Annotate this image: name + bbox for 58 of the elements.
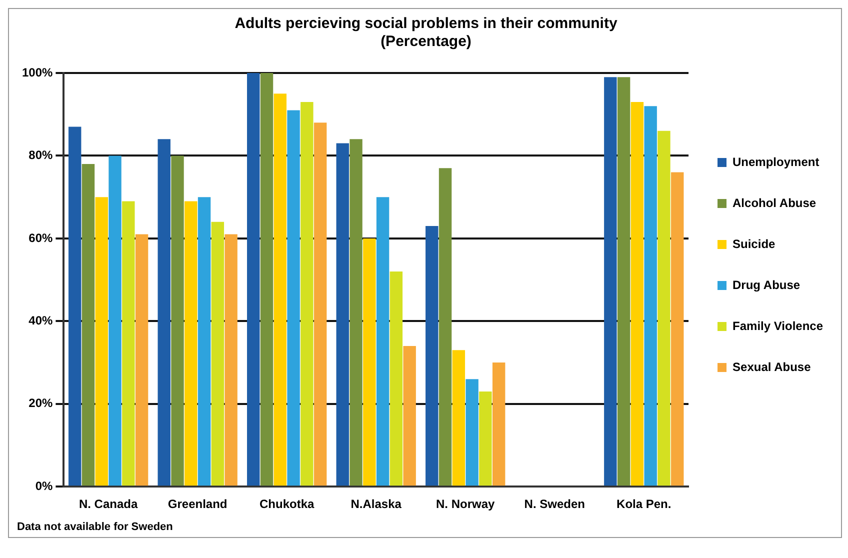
bar bbox=[336, 143, 349, 486]
bar bbox=[670, 172, 684, 486]
legend-label: Family Violence bbox=[732, 318, 824, 333]
bar bbox=[171, 156, 184, 486]
legend-label: Alcohol Abuse bbox=[732, 196, 816, 210]
bar bbox=[184, 201, 198, 486]
bar bbox=[452, 350, 466, 486]
x-tick-label: N. Norway bbox=[436, 497, 496, 512]
bar bbox=[403, 346, 416, 486]
bar bbox=[390, 272, 403, 486]
bar bbox=[438, 168, 452, 486]
x-tick-label: Greenland bbox=[168, 497, 228, 512]
bar bbox=[108, 156, 122, 486]
bar bbox=[658, 130, 670, 486]
bar bbox=[122, 201, 135, 486]
x-tick-label: Kola Pen. bbox=[616, 497, 672, 512]
bar bbox=[314, 122, 327, 486]
x-tick-label: N. Canada bbox=[78, 497, 138, 512]
bar bbox=[492, 362, 506, 486]
legend-label: Sexual Abuse bbox=[732, 360, 812, 374]
bar bbox=[274, 94, 287, 486]
text: Data not available for Sweden bbox=[16, 520, 174, 535]
bar bbox=[95, 197, 108, 486]
bar bbox=[376, 197, 390, 486]
y-tick-label: 0% bbox=[35, 478, 54, 493]
bar bbox=[617, 77, 630, 486]
bar bbox=[479, 391, 492, 486]
bar bbox=[300, 102, 314, 486]
legend-label: Suicide bbox=[732, 236, 776, 251]
bar bbox=[82, 164, 95, 486]
bar bbox=[644, 106, 657, 486]
text: (Percentage) bbox=[380, 33, 472, 50]
y-tick-label: 80% bbox=[28, 148, 54, 162]
bar bbox=[363, 238, 376, 486]
bar bbox=[68, 126, 82, 486]
x-tick-label: N. Sweden bbox=[524, 497, 585, 512]
bar bbox=[158, 139, 170, 486]
bar bbox=[466, 379, 478, 486]
bar bbox=[630, 102, 644, 486]
bar bbox=[135, 234, 148, 486]
bar bbox=[350, 139, 362, 486]
bar bbox=[260, 73, 274, 486]
x-tick-label: Chukotka bbox=[260, 497, 314, 512]
y-tick-label: 20% bbox=[28, 396, 54, 410]
y-tick-label: 100% bbox=[22, 65, 54, 80]
bar bbox=[211, 222, 224, 486]
y-tick-label: 60% bbox=[28, 230, 54, 245]
legend-label: Drug Abuse bbox=[732, 278, 800, 292]
x-tick-label: N.Alaska bbox=[350, 497, 402, 512]
bar bbox=[604, 77, 617, 486]
bar bbox=[198, 197, 211, 486]
bar bbox=[287, 110, 300, 486]
bar bbox=[426, 226, 438, 486]
bar bbox=[247, 73, 260, 486]
text: Adults percieving social problems in their community bbox=[234, 15, 618, 32]
legend-label: Unemployment bbox=[732, 154, 820, 169]
bar bbox=[224, 234, 238, 486]
y-tick-label: 40% bbox=[28, 313, 54, 328]
